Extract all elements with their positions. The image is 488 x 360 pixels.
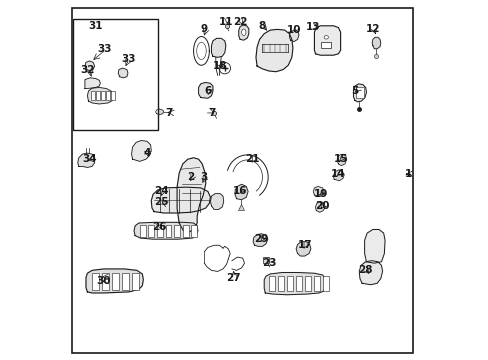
Polygon shape [118,68,128,78]
Polygon shape [151,187,210,213]
Polygon shape [336,154,346,166]
Polygon shape [333,170,344,181]
Polygon shape [371,37,380,49]
Polygon shape [315,202,325,212]
Text: 1: 1 [404,168,411,179]
Polygon shape [253,234,267,246]
Bar [101,91,104,100]
Polygon shape [314,26,340,55]
Bar [91,91,94,100]
Text: 20: 20 [315,201,329,211]
Text: 3: 3 [200,172,207,182]
Bar [183,225,188,237]
Text: 33: 33 [97,44,112,54]
Text: 32: 32 [80,64,95,75]
Polygon shape [177,158,205,232]
Bar [148,225,154,237]
Polygon shape [255,30,292,72]
Bar [132,273,139,291]
Polygon shape [211,39,225,57]
Ellipse shape [324,36,328,39]
Bar [96,91,100,100]
Text: 7: 7 [207,108,215,118]
Text: 8: 8 [258,21,265,31]
Text: 31: 31 [88,21,102,31]
Text: 34: 34 [82,154,97,164]
Bar [174,225,180,237]
Bar [92,273,99,291]
Text: 13: 13 [305,22,320,32]
Bar [277,276,284,291]
Bar [73,19,158,130]
Polygon shape [364,229,384,263]
Text: 21: 21 [244,154,259,164]
Text: 25: 25 [154,197,168,207]
Text: 9: 9 [201,24,207,35]
Text: 15: 15 [333,154,347,164]
Bar [157,225,163,237]
Bar [191,225,197,237]
Bar [140,225,145,237]
Polygon shape [85,61,94,71]
Text: 24: 24 [154,186,168,197]
Polygon shape [134,222,198,239]
Polygon shape [155,109,163,115]
Text: 2: 2 [187,172,194,182]
Bar [322,276,328,291]
Text: 4: 4 [143,148,150,158]
Text: 22: 22 [232,17,247,27]
Text: 23: 23 [261,258,276,268]
Polygon shape [86,269,143,293]
Text: 16: 16 [232,186,247,197]
Text: 33: 33 [122,54,136,64]
Text: 7: 7 [164,108,172,118]
Bar [304,276,310,291]
Polygon shape [313,186,324,197]
Text: 12: 12 [365,24,379,35]
Text: 18: 18 [212,61,227,71]
Text: 5: 5 [350,86,358,96]
Text: 10: 10 [286,25,301,35]
Polygon shape [210,194,223,210]
Polygon shape [296,242,310,256]
Bar [286,276,292,291]
Text: 27: 27 [225,273,240,283]
Text: 11: 11 [218,17,233,27]
Text: 28: 28 [358,265,372,275]
Text: 30: 30 [97,276,111,286]
Bar [268,276,274,291]
Polygon shape [78,153,94,167]
Bar [295,276,301,291]
Polygon shape [264,273,325,295]
Polygon shape [238,25,248,40]
Bar [165,225,171,237]
Text: 14: 14 [330,168,345,179]
Bar [112,273,119,291]
Polygon shape [87,87,113,104]
Text: 17: 17 [297,240,311,250]
Text: 19: 19 [313,189,327,199]
Ellipse shape [241,29,245,36]
Text: 6: 6 [204,86,211,96]
Text: 29: 29 [254,234,268,244]
Bar [313,276,319,291]
Polygon shape [359,261,382,285]
Polygon shape [353,84,366,102]
Polygon shape [289,30,298,41]
Bar [320,41,330,48]
Bar [102,273,108,291]
Polygon shape [131,140,151,161]
Bar [106,91,109,100]
Polygon shape [235,184,247,200]
Bar [111,91,115,100]
Polygon shape [85,78,100,89]
Bar [122,273,128,291]
Text: 26: 26 [152,222,166,231]
Bar [356,87,363,98]
Polygon shape [198,82,212,98]
